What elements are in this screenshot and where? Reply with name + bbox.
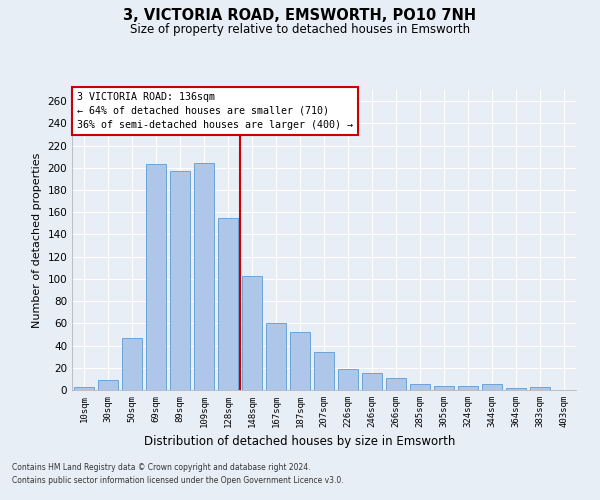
Bar <box>122 338 142 390</box>
Bar <box>410 384 430 390</box>
Bar <box>290 332 310 390</box>
Bar <box>146 164 166 390</box>
Bar <box>170 171 190 390</box>
Bar <box>338 369 358 390</box>
Bar <box>458 386 478 390</box>
Bar <box>506 388 526 390</box>
Bar <box>482 384 502 390</box>
Bar <box>386 378 406 390</box>
Bar <box>74 386 94 390</box>
Text: 3, VICTORIA ROAD, EMSWORTH, PO10 7NH: 3, VICTORIA ROAD, EMSWORTH, PO10 7NH <box>124 8 476 22</box>
Bar <box>530 386 550 390</box>
Bar <box>98 380 118 390</box>
Bar <box>434 386 454 390</box>
Bar <box>242 276 262 390</box>
Bar <box>314 352 334 390</box>
Text: Contains public sector information licensed under the Open Government Licence v3: Contains public sector information licen… <box>12 476 344 485</box>
Bar <box>218 218 238 390</box>
Text: Contains HM Land Registry data © Crown copyright and database right 2024.: Contains HM Land Registry data © Crown c… <box>12 464 311 472</box>
Bar <box>362 374 382 390</box>
Bar <box>266 324 286 390</box>
Bar <box>194 164 214 390</box>
Text: Distribution of detached houses by size in Emsworth: Distribution of detached houses by size … <box>145 435 455 448</box>
Text: Size of property relative to detached houses in Emsworth: Size of property relative to detached ho… <box>130 22 470 36</box>
Y-axis label: Number of detached properties: Number of detached properties <box>32 152 42 328</box>
Text: 3 VICTORIA ROAD: 136sqm
← 64% of detached houses are smaller (710)
36% of semi-d: 3 VICTORIA ROAD: 136sqm ← 64% of detache… <box>77 92 353 130</box>
